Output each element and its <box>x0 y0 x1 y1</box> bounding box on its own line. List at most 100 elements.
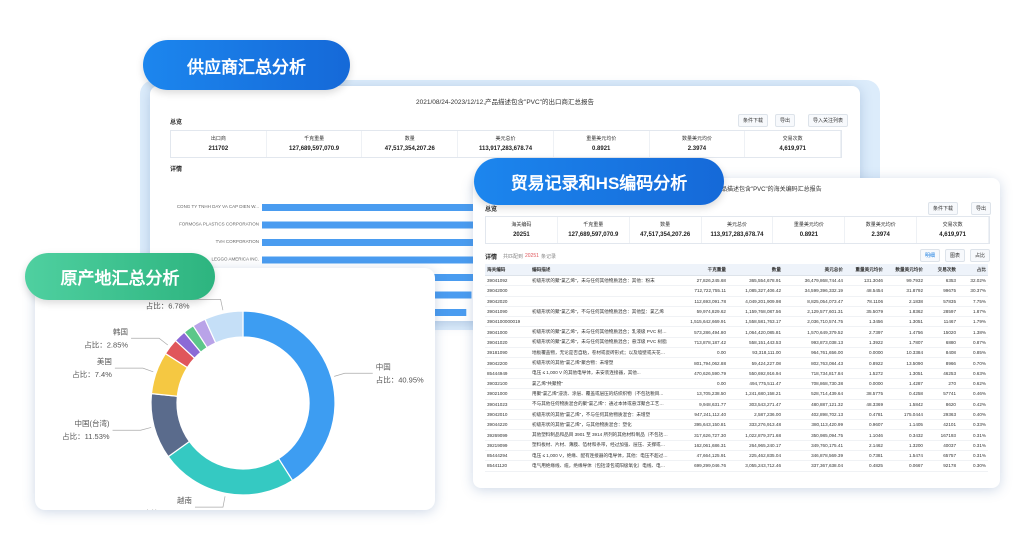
table-cell: 31.8792 <box>885 285 925 297</box>
trade-badge: 贸易记录和HS编码分析 <box>474 158 724 205</box>
table-row[interactable]: 39041020 初级形状的聚"氯乙烯"，未与任何其他物质混合；悬浮级 PVC 树… <box>485 337 988 349</box>
table-row[interactable]: 39042010 初级形状的其他"氯乙烯"，不与任何其他物质混合：未增塑 947,2… <box>485 409 988 421</box>
table-cell: 0.62% <box>958 378 988 390</box>
table-cell: 39041020 <box>485 337 530 349</box>
table-row[interactable]: 39042000 712,722,755.11 1,085,327,406.42 34… <box>485 285 988 297</box>
table-cell: 57835 <box>925 296 958 307</box>
view-tab[interactable]: 图表 <box>945 249 966 262</box>
table-cell: 3904100000019 <box>485 316 530 328</box>
table-cell: 40037 <box>925 440 958 452</box>
table-cell: 47,664,125.91 <box>670 450 728 462</box>
button[interactable]: 条件下载 <box>928 202 959 215</box>
table-cell: 802,763,084.43 <box>783 357 845 369</box>
table-row[interactable]: 39032100 氯乙烯"共聚物" 0.00 494,775,511.47 708,86… <box>485 378 988 390</box>
stat-value: 0.8921 <box>592 146 611 152</box>
table-cell: 2,587,236.00 <box>728 409 783 421</box>
detail-heading: 详情 <box>170 167 183 173</box>
table-cell: 346,878,569.39 <box>783 450 845 462</box>
table-cell: 0.42% <box>958 399 988 410</box>
button[interactable]: 导出 <box>775 114 796 127</box>
button[interactable]: 导出 <box>971 202 992 215</box>
table-cell: 39042010 <box>485 409 530 421</box>
stat-value: 211702 <box>208 146 229 152</box>
stat-label: 美元总价 <box>495 136 516 142</box>
table-row[interactable]: 39042200 初级形状的其他"氯乙烯"聚合物：未增塑 801,794,062.8… <box>485 357 988 369</box>
origin-panel: 中国占比：40.95%越南占比：24.15%中国(台湾)占比：11.53%美国占… <box>35 268 435 510</box>
table-row[interactable]: 39044220 初级形状的其他"氯乙烯"，与其他物质混合：塑化 395,643,1… <box>485 419 988 431</box>
stat: 数量美元均价 2.3974 <box>845 217 918 243</box>
table-cell: 395,643,150.81 <box>670 419 728 431</box>
button[interactable]: 条件下载 <box>738 114 769 127</box>
table-cell: 1,515,642,669.91 <box>670 316 728 328</box>
stat-value: 0.8921 <box>799 232 819 238</box>
table-cell: 39041090 <box>485 306 530 318</box>
stat-label: 数量美元均价 <box>681 136 712 142</box>
table-cell: 1.3051 <box>885 368 925 379</box>
table-row[interactable]: 39041023不与其他任何物质混合的聚"氯乙烯"：通过本体或悬浮聚合工艺获得的… <box>485 399 988 410</box>
table-cell: 0.4258 <box>885 388 925 400</box>
table-cell: 947,241,112.40 <box>670 409 728 421</box>
column-header: 占比 <box>958 264 988 276</box>
table-cell: 30.37% <box>958 285 988 297</box>
table-cell: 1.4756 <box>885 326 925 338</box>
table-cell: 131.3046 <box>845 275 885 287</box>
table-row[interactable]: 39269099 其他塑料制品和品目 3901 至 3914 所列的其他材料制品（… <box>485 429 988 441</box>
table-cell: 713,878,187.42 <box>670 337 728 349</box>
table-cell: 78.1106 <box>845 296 885 307</box>
table-cell: 0.0000 <box>845 347 885 359</box>
table-row[interactable]: 39041092 初级形状的聚"氯乙烯"，未与任何其他物质混合：其他：粉末 27,8… <box>485 275 988 287</box>
table-cell: 0.0000 <box>845 378 885 390</box>
button[interactable]: 导入关注列表 <box>808 114 849 127</box>
stat: 海关编码 20251 <box>486 217 558 243</box>
slice-name: 中国(台湾) <box>75 418 110 428</box>
slice-name: 中国 <box>376 361 391 371</box>
column-header: 重量美元均价 <box>845 264 885 276</box>
table-row[interactable]: 39041090 初级形状的聚"氯乙烯"，不与任何其他物质混合：其他型：氯乙烯 59… <box>485 306 988 318</box>
table-cell: 708,868,730.38 <box>783 378 845 390</box>
stat-value: 2.3974 <box>687 146 707 152</box>
table-cell: 8966 <box>925 357 958 369</box>
table-cell: 0.8922 <box>845 357 885 369</box>
table-cell: 初级形状的聚"氯乙烯"，不与任何其他物质混合：其他型：氯乙烯 <box>530 306 670 318</box>
table-row[interactable]: 85444949 电压 ≤ 1,000 V 的其他电导体，未安装连接器，其他...… <box>485 368 988 379</box>
table-row[interactable]: 85441120 电气用绝缘线、缆，绝缘导体（包括漆包或阳极氧化）电线、电缆（包.… <box>485 460 988 472</box>
stat-label: 海关编码 <box>511 222 532 228</box>
table-cell: 573,286,494.80 <box>670 326 728 338</box>
bar-label: FORMOSA PLASTICS CORPORATION <box>179 222 259 227</box>
table-row[interactable]: 39041000 初级形状的聚"氯乙烯"，未与任何其他物质混合；乳液级 PVC 树… <box>485 326 988 338</box>
table-row[interactable]: 39042020 112,693,091.78 4,049,201,909.98 8,… <box>485 296 988 307</box>
table-row[interactable]: 39181090 地板覆盖物，无论是否自粘，卷材或瓷砖形式；以及墙壁或天花板覆盖.… <box>485 347 988 359</box>
table-cell: 85444949 <box>485 368 530 379</box>
table-cell <box>530 296 670 307</box>
table-cell: 558,151,443.53 <box>728 337 783 349</box>
table-cell: 92178 <box>925 460 958 472</box>
table-cell: 1.3456 <box>845 316 885 328</box>
view-tab[interactable]: 明细 <box>920 249 941 262</box>
table-cell: 0.31% <box>958 450 988 462</box>
table-cell: 0.30% <box>958 460 988 472</box>
donut-slice <box>167 440 294 496</box>
table-row[interactable]: 3904100000019 1,515,642,669.91 1,558,581,7… <box>485 316 988 328</box>
column-header: 交易次数 <box>925 264 958 276</box>
table-cell: 电压 ≤ 1,000 V，绝缘、配有连接器的电导体，其他：电压不超过 1... <box>530 450 670 462</box>
table-cell: 初级形状的其他"氯乙烯"聚合物：未增塑 <box>530 357 670 369</box>
table-cell: 225,462,835.04 <box>728 450 783 462</box>
view-tab[interactable]: 占比 <box>970 249 991 262</box>
table-cell: 0.7381 <box>845 450 885 462</box>
table-row[interactable]: 39219099 塑料板材、片材、薄膜、箔材和条带，经过加强、层压、支撑或与其他.… <box>485 440 988 452</box>
table-cell: 2,129,577,601.31 <box>783 306 845 318</box>
table-cell: 3,055,243,712.46 <box>728 460 783 472</box>
table-cell: 85441120 <box>485 460 530 472</box>
table-cell: 0.87% <box>958 337 988 349</box>
table-cell: 34,599,396,332.19 <box>783 285 845 297</box>
stat-value: 2.3974 <box>871 232 890 238</box>
table-cell: 39042020 <box>485 296 530 307</box>
table-cell: 48.5454 <box>845 285 885 297</box>
table-cell: 99.7932 <box>885 275 925 287</box>
table-row[interactable]: 85444294 电压 ≤ 1,000 V，绝缘、配有连接器的电导体，其他：电压不… <box>485 450 988 462</box>
table-cell: 59,974,829.62 <box>670 306 728 318</box>
table-cell: 0.00 <box>670 378 728 390</box>
table-cell: 0.4825 <box>845 460 885 472</box>
table-row[interactable]: 39021000 用聚"氯乙烯"浸渍、涂层、覆盖或层压的纺织织物（不包括税目...… <box>485 388 988 400</box>
table-cell: 初级形状的其他"氯乙烯"，与其他物质混合：塑化 <box>530 419 670 431</box>
